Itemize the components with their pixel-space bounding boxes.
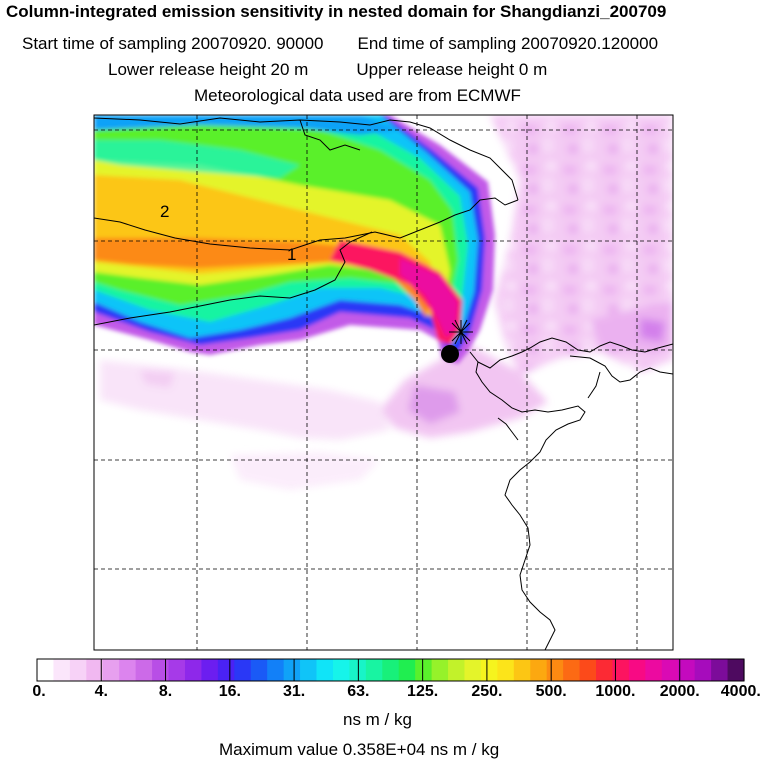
upper-release-height: Upper release height 0 m	[356, 60, 548, 79]
release-heights: Lower release height 20 m Upper release h…	[108, 60, 768, 80]
start-time-label: Start time of sampling 20070920. 90000	[22, 34, 324, 53]
plume-label-1: 1	[287, 245, 296, 264]
colorbar-tick-label: 4000.	[720, 683, 761, 700]
colorbar-tick-label: 4.	[94, 683, 108, 700]
lat-lon-grid	[94, 115, 673, 650]
end-time-label: End time of sampling 20070920.120000	[357, 34, 659, 53]
colorbar-tick-label: 125.	[407, 683, 439, 700]
map-frame	[93, 114, 674, 651]
sampling-times: Start time of sampling 20070920. 90000 En…	[22, 34, 768, 54]
lower-release-height: Lower release height 20 m	[108, 60, 309, 79]
plume-label-2: 2	[160, 202, 169, 221]
met-data-source: Meteorological data used are from ECMWF	[194, 86, 521, 105]
colorbar-tick-label: 63.	[347, 683, 370, 700]
maximum-value: Maximum value 0.358E+04 ns m / kg	[219, 740, 500, 759]
station-dot	[441, 345, 459, 363]
colorbar-tick-label: 8.	[158, 683, 173, 700]
colorbar-tick-label: 250.	[471, 683, 503, 700]
low-sensitivity-field	[100, 115, 673, 490]
colorbar-units: ns m / kg	[343, 710, 412, 729]
colorbar-tick-label: 0.	[32, 683, 46, 700]
colorbar-tick-label: 16.	[218, 683, 241, 700]
colorbar-tick-label: 2000.	[659, 683, 700, 700]
sensitivity-plume	[94, 115, 495, 364]
release-point-star	[449, 319, 473, 345]
colorbar-tick-label: 1000.	[595, 683, 636, 700]
colorbar-tick-label: 31.	[282, 683, 306, 700]
plot-title: Column-integrated emission sensitivity i…	[6, 2, 667, 21]
colorbar-tick-label: 500.	[535, 683, 567, 700]
coastlines	[94, 117, 673, 650]
